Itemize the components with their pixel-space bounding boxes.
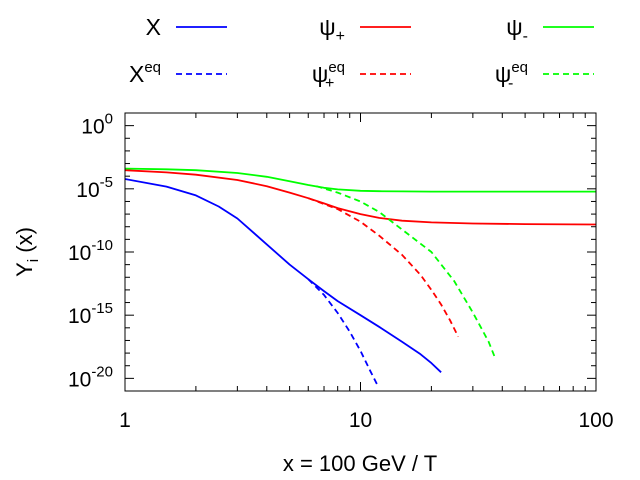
y-axis-title-suffix: (x)	[12, 227, 37, 259]
legend-label-2: ψ+	[319, 14, 345, 45]
y-tick-label-base: 10	[68, 305, 91, 328]
y-tick-label-exp: -20	[91, 363, 113, 380]
x-tick-label: 100	[578, 409, 613, 432]
x-tick-label: 10	[349, 409, 372, 432]
legend-label-main: X	[129, 61, 144, 87]
legend-label-sub: +	[325, 75, 334, 92]
series-line-4	[125, 167, 596, 193]
legend-label-main: ψ	[312, 61, 328, 87]
x-tick-label: 1	[119, 409, 131, 432]
series-line-2	[125, 169, 596, 226]
plot-frame	[124, 112, 597, 392]
series-line-0	[125, 178, 442, 373]
y-axis-title-main: Y	[12, 262, 37, 277]
x-axis-title: x = 100 GeV / T	[283, 451, 437, 476]
legend-label-sub: -	[523, 28, 528, 45]
y-tick-label-exp: -15	[91, 300, 113, 317]
legend-label-5: ψeq -	[495, 59, 528, 92]
legend-label-main: ψ	[319, 14, 335, 40]
legend-label-3: ψeq +	[312, 59, 345, 92]
legend-label-main: X	[146, 14, 161, 40]
y-axis-title-sub: i	[25, 259, 42, 262]
y-tick-label-exp: -10	[91, 237, 113, 254]
legend-label-0: X	[146, 14, 161, 40]
legend-label-sub: +	[336, 28, 345, 45]
y-tick-label: 100	[81, 111, 113, 139]
y-tick-label-base: 10	[81, 116, 104, 139]
series-line-3	[307, 197, 460, 338]
legend-label-main: ψ	[495, 61, 511, 87]
legend-label-sup: eq	[144, 59, 161, 76]
y-tick-label: 10-10	[68, 237, 113, 265]
y-tick-label-base: 10	[76, 179, 99, 202]
y-tick-label: 10-20	[68, 363, 113, 391]
series-line-5	[316, 185, 496, 357]
legend-label-sub: -	[508, 75, 513, 92]
legend-label-4: ψ-	[506, 14, 528, 45]
axis-ticks	[124, 112, 597, 392]
y-axis-title: Yi (x)	[12, 227, 42, 277]
legend-label-main: ψ	[506, 14, 522, 40]
series-line-1	[307, 278, 379, 386]
y-tick-label-base: 10	[68, 242, 91, 265]
legend-label-1: Xeq	[129, 59, 161, 87]
legend-label-sup: eq	[511, 59, 528, 76]
y-tick-label: 10-15	[68, 300, 113, 328]
legend-label-sup: eq	[328, 59, 345, 76]
y-tick-label-base: 10	[68, 368, 91, 391]
plot-lines	[125, 167, 596, 386]
y-tick-label-exp: 0	[105, 111, 113, 128]
y-tick-label: 10-5	[76, 174, 113, 202]
y-tick-label-exp: -5	[100, 174, 113, 191]
